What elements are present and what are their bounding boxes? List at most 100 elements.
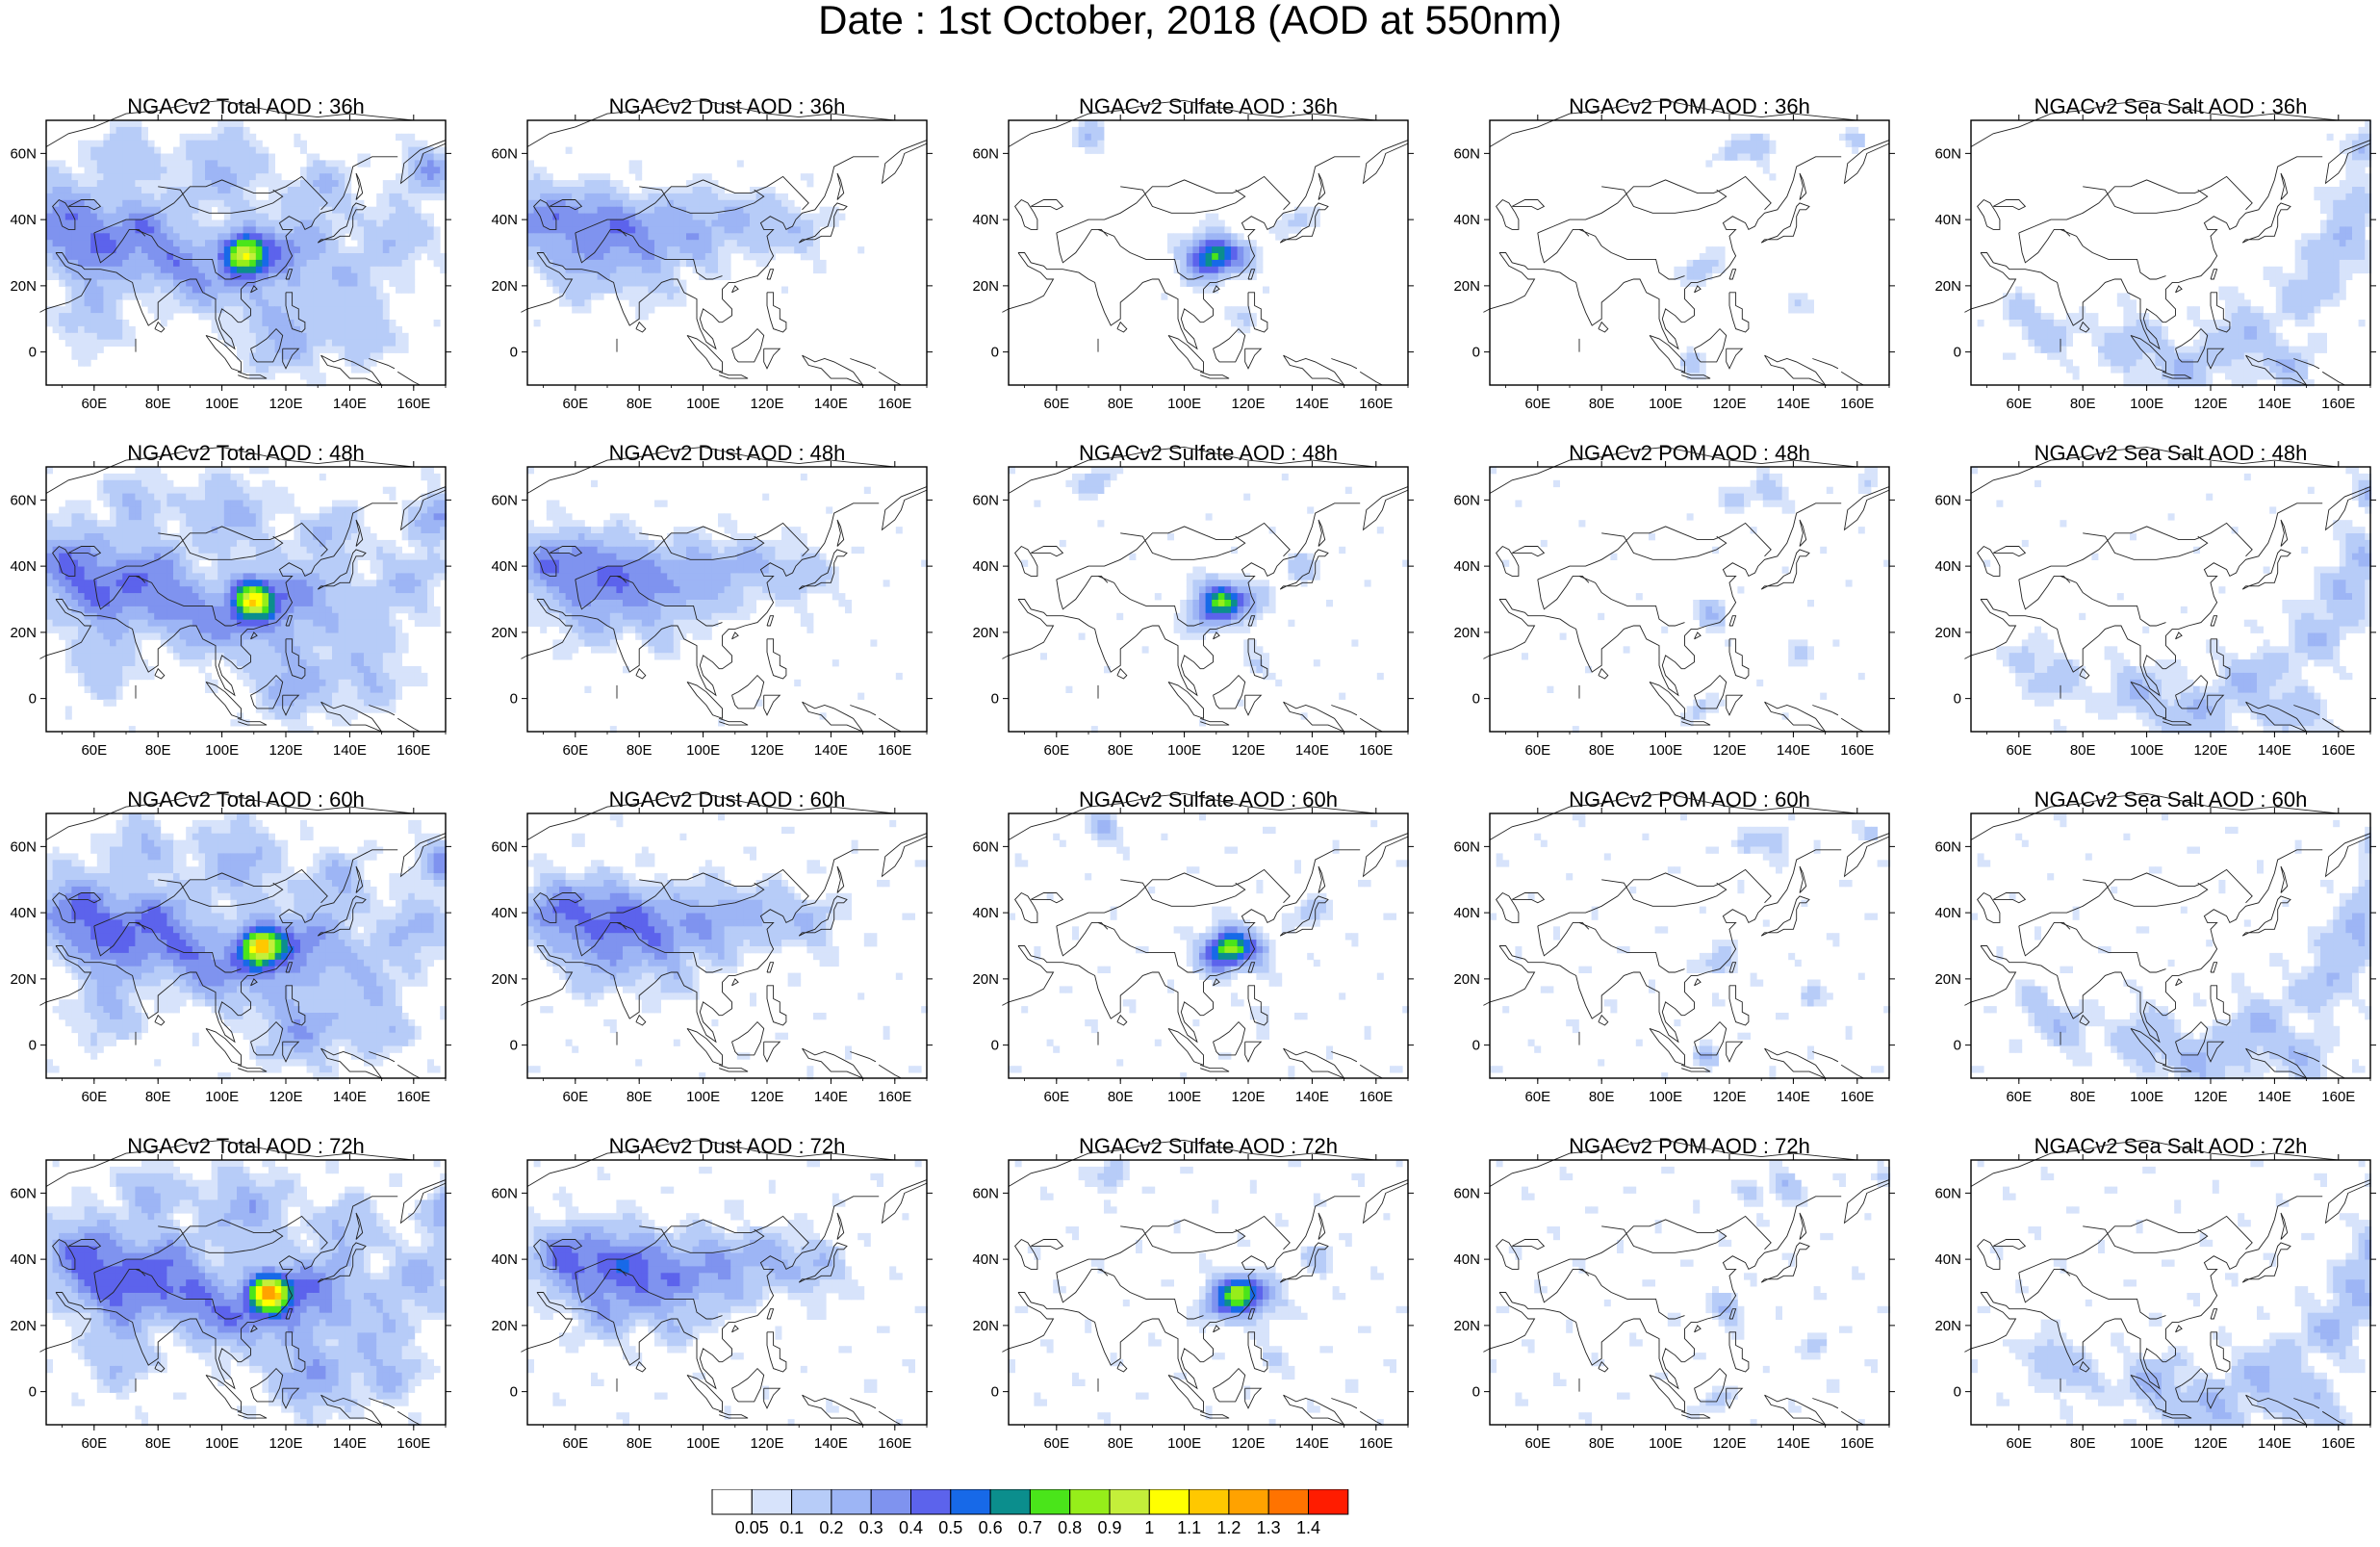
lat-tick-label: 0 xyxy=(1472,1384,1480,1401)
coastline xyxy=(764,348,781,369)
lon-tick-label: 80E xyxy=(1589,1435,1615,1452)
coastline xyxy=(1200,372,1229,378)
lon-tick-label: 80E xyxy=(627,1435,653,1452)
lon-tick-label: 60E xyxy=(1524,396,1550,412)
lon-tick-label: 120E xyxy=(1231,1089,1265,1105)
colorbar-tick-label: 1.3 xyxy=(1257,1518,1281,1538)
lon-tick-label: 100E xyxy=(2130,1089,2163,1105)
lon-tick-label: 140E xyxy=(814,396,848,412)
coastline xyxy=(1650,335,1685,372)
lon-tick-label: 80E xyxy=(145,396,171,412)
lat-tick-label: 20N xyxy=(972,625,999,641)
panel-title: NGACv2 Dust AOD : 48h xyxy=(481,441,973,466)
lat-tick-label: 20N xyxy=(10,971,37,988)
lon-tick-label: 120E xyxy=(2193,396,2227,412)
coastline xyxy=(687,1028,723,1065)
coastline xyxy=(1200,1411,1229,1418)
lon-tick-label: 160E xyxy=(878,1089,911,1105)
lon-tick-label: 60E xyxy=(1043,1089,1069,1105)
lon-tick-label: 140E xyxy=(814,1089,848,1105)
lon-tick-label: 140E xyxy=(2258,396,2291,412)
coastline xyxy=(1695,1326,1702,1332)
aod-field-cells xyxy=(1490,1160,1890,1426)
aod-field-cells xyxy=(527,467,928,733)
colorbar-tick-label: 0.8 xyxy=(1058,1518,1082,1538)
lat-tick-label: 40N xyxy=(972,212,999,228)
lat-tick-label: 20N xyxy=(491,971,518,988)
lon-tick-label: 100E xyxy=(1649,742,1682,759)
coastline xyxy=(1214,632,1220,639)
lat-tick-label: 0 xyxy=(991,1384,999,1401)
aod-field-cells xyxy=(1009,1160,1409,1426)
colorbar-swatch xyxy=(752,1489,791,1514)
lat-tick-label: 20N xyxy=(10,625,37,641)
lat-tick-label: 60N xyxy=(1934,492,1961,508)
lat-tick-label: 0 xyxy=(29,1384,37,1401)
colorbar-swatch xyxy=(1149,1489,1189,1514)
lon-tick-label: 120E xyxy=(269,1089,302,1105)
coastline xyxy=(1360,1411,1382,1425)
lon-tick-label: 60E xyxy=(1524,742,1550,759)
coastline xyxy=(837,1213,844,1240)
aod-field-cells xyxy=(46,120,447,386)
map-frame xyxy=(1490,813,1889,1078)
coastline xyxy=(764,1042,781,1062)
coastline xyxy=(397,1065,420,1078)
coastline xyxy=(2211,963,2217,972)
coastline xyxy=(1512,547,1544,556)
coastline xyxy=(850,1399,876,1408)
coastline xyxy=(1599,322,1608,332)
coastline xyxy=(1538,922,1589,955)
colorbar-swatch xyxy=(792,1489,832,1514)
lon-tick-label: 100E xyxy=(686,1089,720,1105)
colorbar-swatch xyxy=(1268,1489,1308,1514)
coastline xyxy=(2019,523,2252,580)
coastline xyxy=(1800,173,1806,200)
lon-tick-label: 140E xyxy=(333,742,367,759)
lon-tick-label: 140E xyxy=(814,742,848,759)
panel-title: NGACv2 Sea Salt AOD : 72h xyxy=(1925,1134,2380,1159)
coastline xyxy=(636,1016,646,1025)
lat-tick-label: 40N xyxy=(1934,905,1961,921)
lat-tick-label: 20N xyxy=(1934,278,1961,295)
coastline xyxy=(1841,372,1863,385)
lon-tick-label: 160E xyxy=(1359,742,1393,759)
coastline xyxy=(767,639,786,679)
coastline xyxy=(397,372,420,385)
lat-tick-label: 60N xyxy=(1453,1185,1480,1201)
coastline xyxy=(2176,632,2183,639)
aod-field-cells xyxy=(1490,467,1890,733)
coastline xyxy=(879,372,901,385)
coastline xyxy=(1538,1269,1589,1302)
lat-tick-label: 40N xyxy=(1453,905,1480,921)
lon-tick-label: 100E xyxy=(205,742,239,759)
lon-tick-label: 160E xyxy=(2321,1089,2355,1105)
aod-field-cells xyxy=(1971,1160,2371,1426)
lon-tick-label: 80E xyxy=(145,1435,171,1452)
coastline xyxy=(1057,523,1290,580)
aod-field-cells xyxy=(46,1160,447,1426)
coastline xyxy=(1841,1065,1863,1078)
coastline xyxy=(764,695,781,715)
coastline xyxy=(1057,576,1108,608)
lon-tick-label: 80E xyxy=(1589,1089,1615,1105)
lon-tick-label: 160E xyxy=(397,742,430,759)
coastline xyxy=(1512,200,1544,210)
lon-tick-label: 140E xyxy=(1777,396,1810,412)
lat-tick-label: 20N xyxy=(1934,1318,1961,1334)
lon-tick-label: 100E xyxy=(1167,1435,1201,1452)
lon-tick-label: 160E xyxy=(1840,1089,1874,1105)
coastline xyxy=(1841,1411,1863,1425)
lat-tick-label: 60N xyxy=(10,145,37,162)
lat-tick-label: 40N xyxy=(10,905,37,921)
coastline xyxy=(1483,253,1534,313)
coastline xyxy=(1812,1399,1838,1408)
coastline xyxy=(1579,1269,1685,1319)
